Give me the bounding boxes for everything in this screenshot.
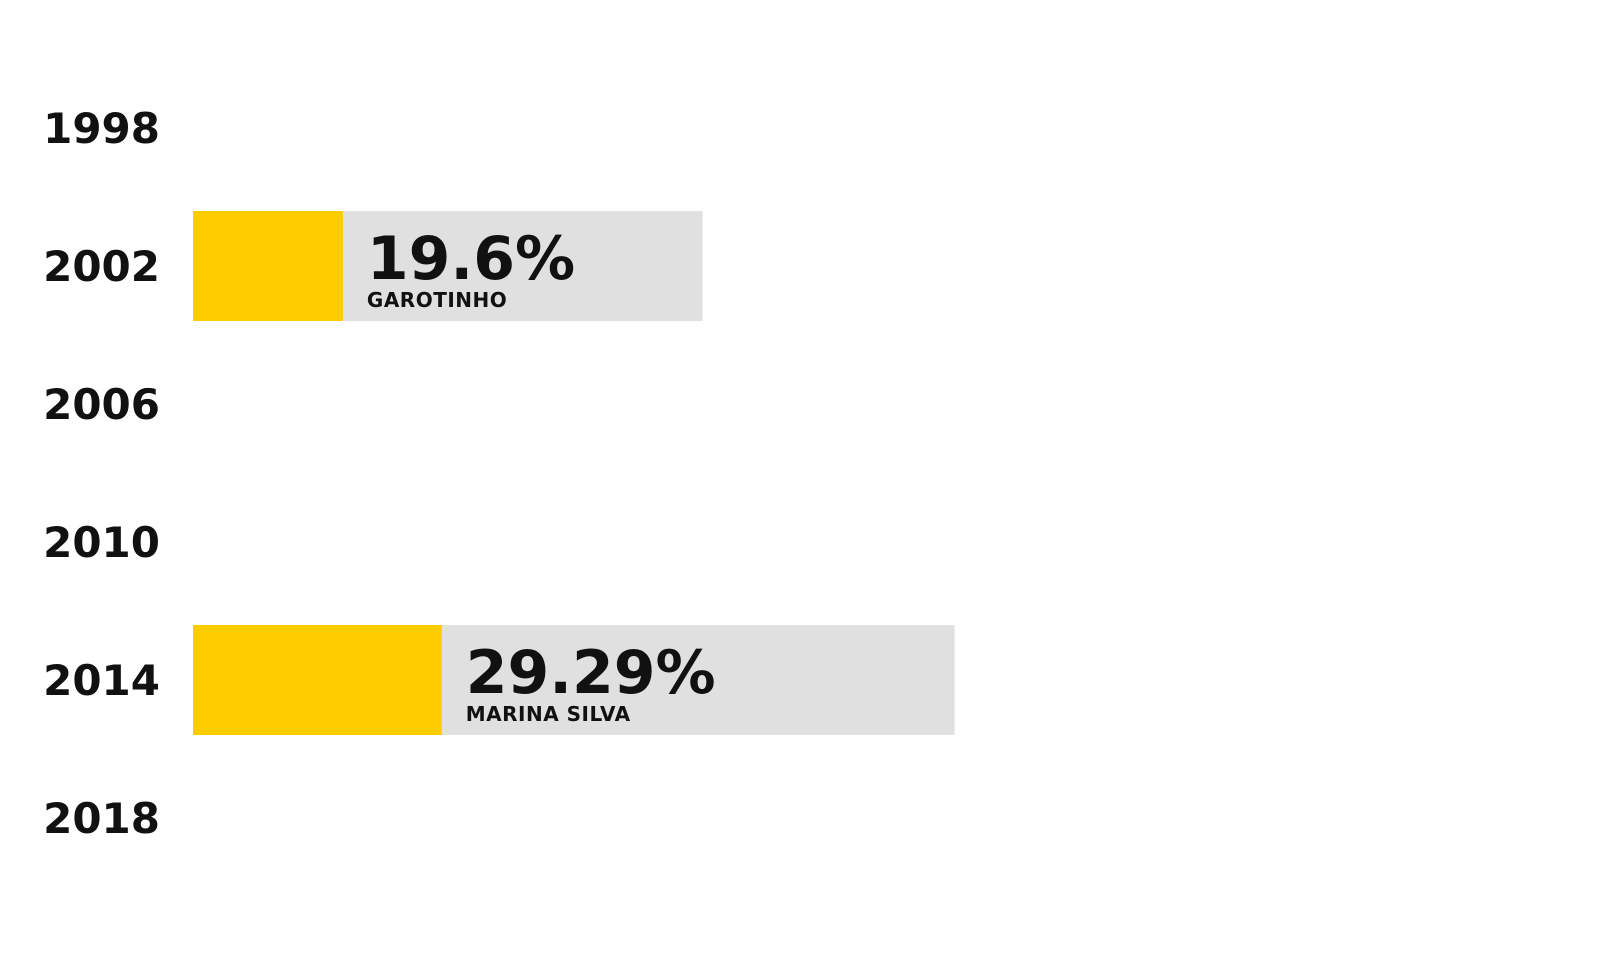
value-label-2014: 29.29% bbox=[466, 638, 716, 708]
year-label-1998: 1998 bbox=[43, 104, 160, 153]
year-label-2002: 2002 bbox=[43, 242, 160, 291]
year-label-2018: 2018 bbox=[43, 794, 160, 843]
year-label-2006: 2006 bbox=[43, 380, 160, 429]
bar-2014 bbox=[193, 625, 442, 735]
year-label-2010: 2010 bbox=[43, 518, 160, 567]
value-label-2002: 19.6% bbox=[367, 224, 575, 294]
bar-2002 bbox=[193, 211, 343, 321]
year-label-2014: 2014 bbox=[43, 656, 160, 705]
candidate-label-2014: MARINA SILVA bbox=[466, 702, 631, 726]
candidate-label-2002: GAROTINHO bbox=[367, 288, 507, 312]
chart-rows: 1998 2002 19.6%GAROTINHO 2006 2010 2014 29.29%… bbox=[43, 104, 955, 843]
